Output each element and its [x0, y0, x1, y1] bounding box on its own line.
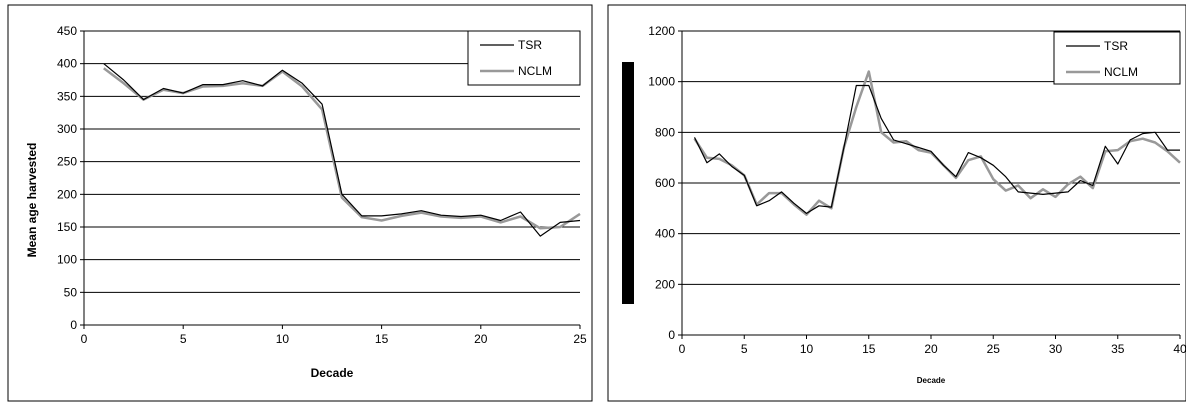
x-tick-label: 5 [180, 332, 187, 346]
x-tick-label: 10 [800, 342, 814, 356]
legend-label-nclm: NCLM [1104, 65, 1138, 79]
x-tick-label: 0 [679, 342, 686, 356]
legend-box [467, 30, 581, 86]
y-tick-label: 50 [64, 285, 78, 299]
legend-label-tsr: TSR [518, 38, 542, 52]
x-tick-label: 35 [1111, 342, 1125, 356]
y-tick-label: 350 [57, 89, 77, 103]
y-tick-label: 450 [57, 24, 77, 38]
series-line-tsr [693, 84, 1180, 214]
legend-label-tsr: TSR [1104, 39, 1128, 53]
x-axis-label: Decade [311, 366, 354, 380]
y-tick-label: 600 [655, 176, 675, 190]
y-tick-label: 0 [70, 318, 77, 332]
y-tick-label: 100 [57, 253, 77, 267]
y-tick-label: 1200 [648, 24, 675, 38]
x-axis-label: Decade [917, 376, 946, 385]
y-tick-label: 0 [668, 328, 675, 342]
x-tick-label: 20 [474, 332, 488, 346]
y-tick-label: 400 [57, 57, 77, 71]
x-tick-label: 15 [375, 332, 389, 346]
x-tick-label: 25 [987, 342, 1001, 356]
x-tick-label: 5 [741, 342, 748, 356]
x-tick-label: 40 [1173, 342, 1186, 356]
y-axis-label-redaction-bar [622, 62, 634, 304]
y-tick-label: 250 [57, 155, 77, 169]
x-tick-label: 0 [81, 332, 88, 346]
y-axis-label: Mean age harvested [25, 143, 39, 258]
y-tick-label: 200 [57, 187, 77, 201]
chart-1: 0 50 100 150 200 250 300 350 400 450 0 5 10 15 20 25 Dec… [7, 4, 593, 402]
x-tick-label: 10 [276, 332, 290, 346]
y-tick-label: 300 [57, 122, 77, 136]
legend-box [1053, 31, 1181, 85]
y-tick-label: 800 [655, 125, 675, 139]
chart-2: 0 200 400 600 800 1000 1200 0 5 10 15 20 25 30 35 40 Dec… [607, 4, 1186, 402]
y-tick-label: 200 [655, 277, 675, 291]
x-tick-label: 30 [1049, 342, 1063, 356]
x-tick-label: 20 [924, 342, 938, 356]
series-line-tsr [103, 63, 581, 237]
legend-label-nclm: NCLM [518, 64, 552, 78]
y-tick-label: 400 [655, 227, 675, 241]
x-tick-label: 25 [573, 332, 587, 346]
y-tick-label: 150 [57, 220, 77, 234]
x-tick-label: 15 [862, 342, 876, 356]
y-tick-label: 1000 [648, 75, 675, 89]
